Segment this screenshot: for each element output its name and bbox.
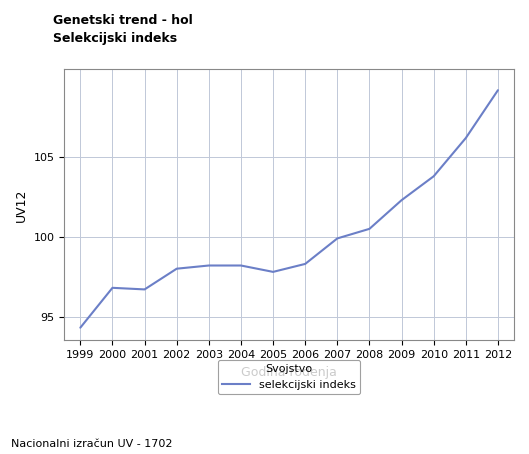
Text: Nacionalni izračun UV - 1702: Nacionalni izračun UV - 1702 <box>11 439 172 449</box>
Text: Selekcijski indeks: Selekcijski indeks <box>53 32 177 45</box>
Y-axis label: UV12: UV12 <box>15 188 28 222</box>
Text: Genetski trend - hol: Genetski trend - hol <box>53 14 193 27</box>
Legend: selekcijski indeks: selekcijski indeks <box>218 360 360 395</box>
X-axis label: Godina rođenja: Godina rođenja <box>241 365 337 379</box>
